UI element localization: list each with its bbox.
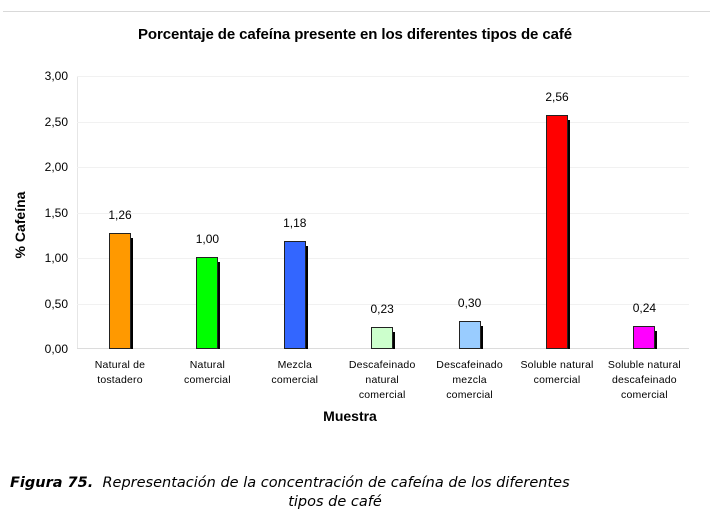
x-axis-label: Muestra: [0, 408, 710, 424]
y-tick-label: 0,50: [44, 296, 68, 311]
y-tick-label: 0,00: [44, 342, 68, 356]
gridline: [77, 76, 689, 77]
bar-value-label: 1,00: [195, 232, 220, 246]
plot-area: 1,26 1,00 1,18 0,23 0,30 2,56 0,24: [77, 76, 689, 349]
x-category-label: Soluble natural descafeinado comercial: [607, 359, 681, 401]
x-category-label: Mezcla comercial: [271, 359, 319, 386]
x-category-label: Soluble natural comercial: [520, 359, 594, 386]
caption-text-line2: tipos de café: [288, 494, 382, 510]
gridline: [77, 121, 689, 123]
bar: [633, 326, 656, 349]
x-category-label: Descafeinado mezcla comercial: [436, 359, 503, 401]
x-axis-label-text: Muestra: [323, 408, 377, 424]
bar: [196, 257, 219, 349]
y-axis-label: % Cafeína: [12, 191, 28, 259]
bar: [546, 115, 568, 349]
gridline: [77, 303, 689, 305]
top-divider: [3, 11, 710, 12]
chart-title: Porcentaje de cafeína presente en los di…: [138, 26, 572, 43]
caption-text-line1: Representación de la concentración de ca…: [102, 475, 570, 491]
x-category-label: Natural comercial: [184, 359, 231, 386]
bar-value-label: 1,26: [108, 208, 132, 223]
bar: [458, 320, 481, 349]
y-tick-label: 1,50: [44, 205, 68, 220]
figure-caption: Figura 75. Representación de la concentr…: [10, 474, 710, 512]
gridline: [77, 212, 689, 214]
gridline: [77, 167, 689, 168]
x-category-label: Natural de tostadero: [94, 359, 146, 386]
bar-value-label: 0,23: [370, 302, 394, 317]
bar: [109, 233, 131, 349]
bar-value-label: 0,30: [457, 295, 482, 310]
figure-number: Figura 75.: [10, 475, 94, 491]
y-tick-label: 3,00: [44, 69, 68, 83]
y-tick-label: 2,00: [44, 160, 68, 174]
y-tick-label: 2,50: [44, 114, 68, 129]
x-category-label: Descafeinado natural comercial: [348, 359, 416, 401]
bar: [283, 240, 306, 349]
gridline: [77, 258, 689, 259]
bar: [371, 327, 394, 349]
bar-value-label: 1,18: [283, 215, 307, 230]
bar-value-label: 0,24: [632, 301, 657, 316]
y-tick-label: 1,00: [44, 251, 68, 265]
bar-value-label: 2,56: [545, 90, 569, 105]
